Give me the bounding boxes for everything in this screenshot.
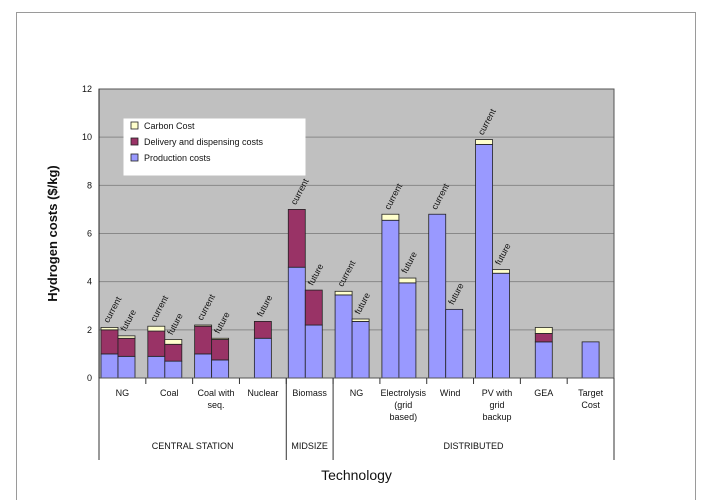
- production-segment: [211, 359, 230, 379]
- category-label: grid: [489, 400, 504, 410]
- y-tick-label: 2: [87, 325, 92, 335]
- carbon-segment: [492, 269, 510, 274]
- y-tick-label: 12: [82, 84, 92, 94]
- carbon-segment: [100, 327, 119, 331]
- production-segment: [398, 282, 417, 379]
- group-label: CENTRAL STATION: [152, 441, 234, 451]
- delivery-segment: [287, 209, 306, 268]
- category-label: (grid: [394, 400, 412, 410]
- category-label: Biomass: [292, 388, 327, 398]
- carbon-segment: [194, 324, 213, 327]
- y-axis-title: Hydrogen costs ($/kg): [45, 165, 60, 302]
- y-tick-label: 4: [87, 277, 92, 287]
- carbon-segment: [351, 318, 370, 322]
- category-label: Coal: [160, 388, 179, 398]
- category-label: seq.: [208, 400, 225, 410]
- category-label: backup: [482, 412, 511, 422]
- production-segment: [304, 324, 323, 379]
- delivery-segment: [100, 329, 119, 355]
- production-segment: [253, 337, 272, 379]
- production-swatch: [130, 153, 139, 162]
- category-label: Nuclear: [247, 388, 278, 398]
- production-segment: [475, 143, 493, 379]
- x-axis-title: Technology: [321, 467, 392, 483]
- legend-label: Production costs: [144, 153, 211, 163]
- group-label: DISTRIBUTED: [444, 441, 505, 451]
- group-label: MIDSIZE: [291, 441, 328, 451]
- category-label: based): [390, 412, 418, 422]
- y-tick-label: 6: [87, 229, 92, 239]
- figure-frame: 0 2 4 6 8 10 12 current future current future curre…: [16, 12, 696, 500]
- delivery-segment: [211, 339, 230, 361]
- carbon-segment: [398, 277, 417, 284]
- carbon-swatch: [130, 121, 139, 130]
- category-label: Target: [578, 388, 604, 398]
- carbon-segment: [164, 339, 183, 345]
- carbon-segment: [475, 139, 493, 145]
- category-label: PV with: [482, 388, 513, 398]
- y-tick-label: 8: [87, 180, 92, 190]
- production-segment: [351, 321, 370, 379]
- production-segment: [381, 219, 400, 379]
- production-segment: [534, 341, 553, 379]
- legend-label: Carbon Cost: [144, 121, 195, 131]
- delivery-segment: [304, 289, 323, 326]
- carbon-segment: [147, 325, 166, 332]
- category-label: Cost: [581, 400, 600, 410]
- production-segment: [194, 353, 213, 379]
- delivery-segment: [253, 321, 272, 339]
- production-segment: [117, 355, 136, 379]
- production-segment: [492, 272, 510, 379]
- production-segment: [334, 294, 353, 379]
- legend: Carbon Cost Delivery and dispensing costs…: [123, 118, 306, 176]
- carbon-segment: [381, 213, 400, 221]
- production-segment: [428, 213, 447, 379]
- category-label: Electrolysis: [381, 388, 427, 398]
- delivery-segment: [147, 330, 166, 357]
- category-label: NG: [116, 388, 130, 398]
- production-segment: [100, 353, 119, 379]
- category-label: NG: [350, 388, 364, 398]
- delivery-swatch: [130, 137, 139, 146]
- delivery-segment: [534, 333, 553, 343]
- legend-label: Delivery and dispensing costs: [144, 137, 264, 147]
- delivery-segment: [194, 325, 213, 355]
- production-segment: [147, 355, 166, 379]
- production-segment: [445, 308, 464, 379]
- carbon-segment: [211, 337, 230, 340]
- legend-box: [123, 118, 306, 176]
- y-tick-label: 0: [87, 373, 92, 383]
- category-label: Wind: [440, 388, 461, 398]
- production-segment: [164, 360, 183, 379]
- category-label: GEA: [534, 388, 553, 398]
- production-segment: [287, 266, 306, 379]
- delivery-segment: [117, 337, 136, 357]
- delivery-segment: [164, 343, 183, 362]
- category-label: Coal with: [198, 388, 235, 398]
- y-tick-label: 10: [82, 132, 92, 142]
- carbon-segment: [334, 290, 353, 296]
- production-segment: [581, 341, 600, 379]
- carbon-segment: [534, 327, 553, 334]
- carbon-segment: [117, 335, 136, 339]
